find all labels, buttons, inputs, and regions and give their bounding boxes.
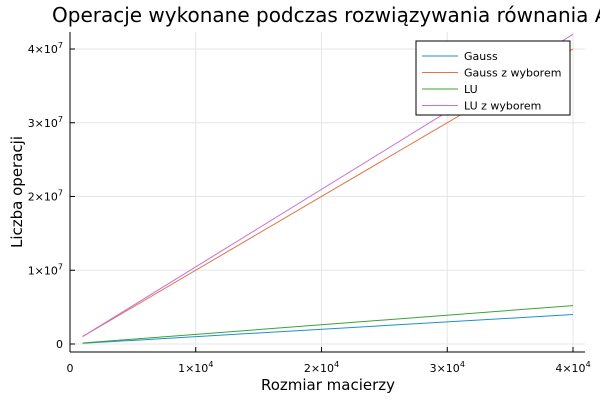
y-tick-label: 3×107: [28, 115, 63, 130]
legend-box: [415, 40, 571, 116]
series-line-lu: [82, 305, 574, 344]
x-tick-label: 4×104: [555, 360, 590, 375]
x-axis-label: Rozmiar macierzy: [261, 376, 395, 394]
x-tick-label: 2×104: [304, 360, 339, 375]
y-tick-label: 1×107: [28, 262, 63, 277]
legend: Gauss Gauss z wyborem LU LU z wyborem: [415, 40, 571, 116]
y-tick-label: 2×107: [28, 189, 63, 204]
x-tick-label: 1×104: [178, 360, 213, 375]
legend-label: LU: [464, 83, 478, 96]
y-axis-label: Liczba operacji: [8, 136, 26, 248]
axes: [69, 32, 585, 353]
x-tick-label: 3×104: [430, 360, 465, 375]
legend-label: Gauss z wyborem: [464, 67, 561, 80]
x-tick-label: 0: [67, 362, 74, 375]
x-ticks: 0 1×104 2×104 3×104 4×104: [67, 347, 591, 375]
legend-label: LU z wyborem: [464, 100, 541, 113]
chart-title: Operacje wykonane podczas rozwiązywania …: [52, 3, 600, 27]
y-ticks: 0 1×107 2×107 3×107 4×107: [28, 41, 75, 351]
legend-label: Gauss: [464, 50, 498, 63]
y-tick-label: 4×107: [28, 41, 63, 56]
y-tick-label: 0: [56, 338, 63, 351]
series-line-gauss: [82, 314, 574, 344]
